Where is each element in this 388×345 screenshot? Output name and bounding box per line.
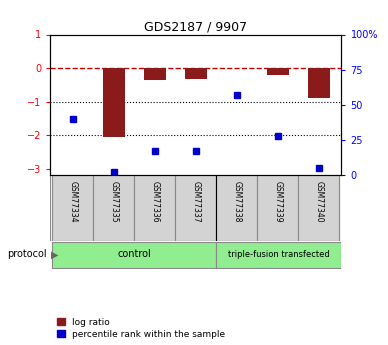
Bar (185, 68, 207, 79)
Bar (257, 175, 298, 241)
Text: GSM77339: GSM77339 (274, 180, 282, 222)
Text: GSM77336: GSM77336 (151, 180, 159, 222)
Legend: log ratio, percentile rank within the sample: log ratio, percentile rank within the sa… (55, 316, 227, 341)
Text: GSM77337: GSM77337 (191, 180, 201, 222)
Text: protocol: protocol (7, 249, 47, 259)
Bar (52, 242, 217, 268)
Text: GSM77335: GSM77335 (109, 180, 118, 222)
Text: GSM77338: GSM77338 (232, 180, 241, 222)
Bar (267, 68, 289, 76)
Text: ▶: ▶ (51, 249, 59, 259)
Title: GDS2187 / 9907: GDS2187 / 9907 (144, 20, 248, 33)
Bar (298, 175, 340, 241)
Bar (308, 68, 330, 98)
Bar (103, 68, 125, 137)
Bar (175, 175, 217, 241)
Text: triple-fusion transfected: triple-fusion transfected (228, 250, 330, 259)
Bar (135, 175, 175, 241)
Text: control: control (118, 249, 151, 259)
Bar (94, 175, 135, 241)
Bar (52, 175, 94, 241)
Text: GSM77340: GSM77340 (314, 180, 323, 222)
Text: GSM77334: GSM77334 (69, 180, 78, 222)
Bar (217, 175, 257, 241)
Bar (144, 68, 166, 80)
Bar (217, 242, 341, 268)
